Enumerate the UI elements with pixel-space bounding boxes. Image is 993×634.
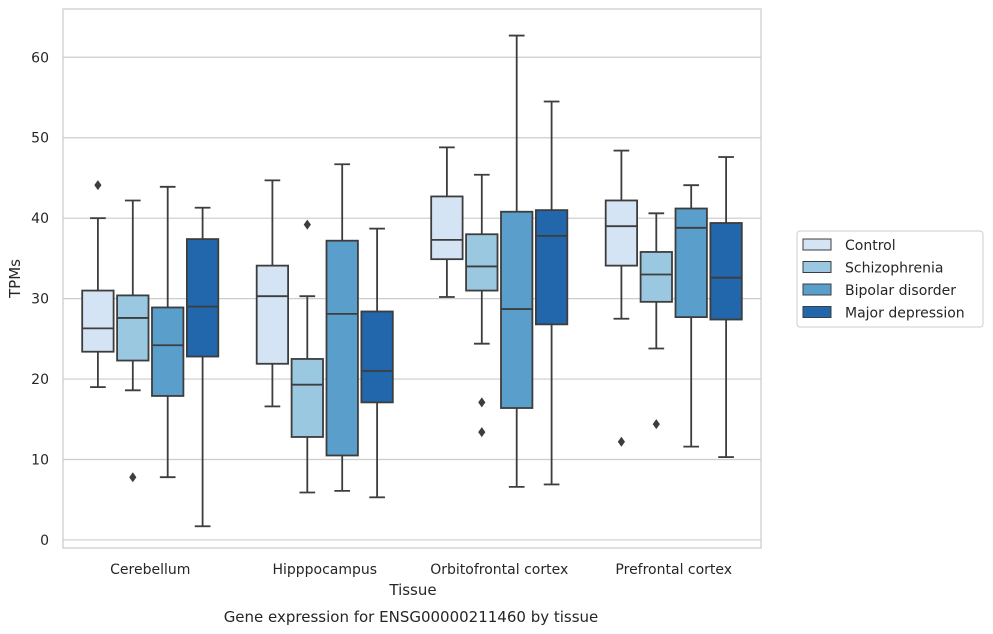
box-3-3 bbox=[500, 34, 534, 488]
box-2-3 bbox=[465, 173, 499, 438]
legend: Control Schizophrenia Bipolar disorder Majo… bbox=[796, 230, 984, 328]
legend-label: Control bbox=[845, 238, 896, 254]
legend-swatch bbox=[802, 261, 832, 273]
legend-item-4: Major depression bbox=[802, 306, 965, 322]
box-body bbox=[465, 233, 499, 292]
outlier-1 bbox=[303, 219, 311, 230]
y-axis-ticks: 0 10 20 30 40 50 60 bbox=[31, 50, 49, 549]
legend-item-1: Control bbox=[802, 238, 896, 254]
box-2-2 bbox=[290, 219, 324, 494]
outlier-1 bbox=[652, 419, 660, 430]
box-4-2 bbox=[360, 227, 394, 499]
box-2-1 bbox=[116, 199, 150, 483]
outlier-1 bbox=[617, 436, 625, 447]
box-body bbox=[604, 199, 639, 267]
plot-frame bbox=[62, 8, 762, 549]
box-body bbox=[185, 238, 220, 358]
legend-swatch bbox=[802, 306, 832, 318]
y-tick-label-0: 0 bbox=[40, 533, 49, 549]
legend-swatch bbox=[802, 283, 832, 296]
outlier-1 bbox=[129, 472, 137, 483]
box-body bbox=[430, 195, 464, 261]
x-tick-label-2: Hipppocampus bbox=[272, 562, 377, 578]
x-tick-label-1: Cerebellum bbox=[110, 562, 190, 578]
x-tick-label-4: Prefrontal cortex bbox=[615, 562, 732, 578]
x-tick-label-3: Orbitofrontal cortex bbox=[430, 562, 568, 578]
outlier-2 bbox=[478, 427, 486, 438]
legend-swatch bbox=[802, 238, 832, 251]
legend-item-3: Bipolar disorder bbox=[802, 283, 956, 299]
series-2 bbox=[116, 173, 673, 494]
box-series bbox=[81, 34, 743, 528]
box-body bbox=[709, 222, 743, 321]
x-axis-label: Tissue bbox=[388, 581, 436, 599]
box-1-2 bbox=[255, 179, 290, 408]
legend-frame bbox=[796, 230, 984, 328]
box-1-4 bbox=[604, 149, 639, 447]
outlier-1 bbox=[478, 397, 486, 408]
y-tick-label-30: 30 bbox=[31, 292, 49, 308]
outlier-1 bbox=[94, 180, 102, 191]
box-body bbox=[151, 306, 185, 397]
box-3-4 bbox=[674, 184, 708, 448]
y-tick-label-40: 40 bbox=[31, 211, 49, 227]
box-4-3 bbox=[534, 100, 569, 486]
box-body bbox=[116, 294, 150, 362]
box-3-1 bbox=[151, 185, 185, 479]
y-tick-label-10: 10 bbox=[31, 453, 49, 469]
legend-label: Schizophrenia bbox=[845, 261, 943, 277]
box-2-4 bbox=[639, 212, 673, 430]
box-body bbox=[360, 310, 394, 404]
legend-label: Major depression bbox=[845, 306, 965, 322]
box-4-4 bbox=[709, 156, 743, 458]
x-axis-ticks: Cerebellum Hipppocampus Orbitofrontal cort… bbox=[110, 562, 732, 578]
chart-caption: Gene expression for ENSG00000211460 by t… bbox=[224, 608, 599, 626]
y-tick-label-60: 60 bbox=[31, 50, 49, 66]
box-body bbox=[639, 251, 673, 303]
box-1-3 bbox=[430, 146, 464, 298]
y-axis-label: TPMs bbox=[6, 259, 24, 299]
box-body bbox=[290, 358, 324, 438]
legend-label: Bipolar disorder bbox=[845, 283, 956, 299]
series-4 bbox=[185, 100, 743, 528]
box-3-2 bbox=[325, 163, 359, 492]
legend-item-2: Schizophrenia bbox=[802, 261, 943, 277]
box-body bbox=[674, 207, 708, 319]
box-body bbox=[255, 264, 290, 365]
box-1-1 bbox=[81, 180, 115, 389]
box-4-1 bbox=[185, 206, 220, 528]
y-tick-label-50: 50 bbox=[31, 131, 49, 147]
box-body bbox=[534, 209, 569, 326]
series-3 bbox=[151, 34, 708, 492]
series-1 bbox=[81, 146, 639, 447]
y-tick-label-20: 20 bbox=[31, 372, 49, 388]
box-body bbox=[81, 289, 115, 353]
box-body bbox=[325, 239, 359, 457]
